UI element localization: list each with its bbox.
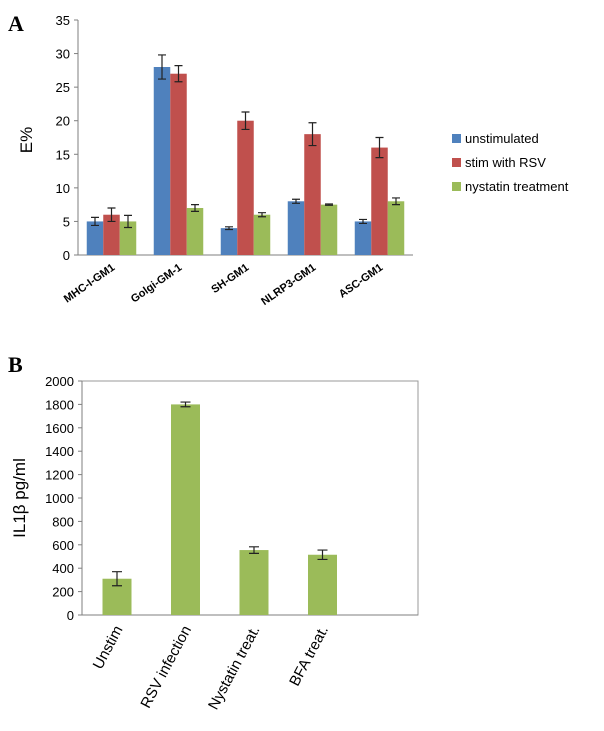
panel-a-y-tick-label: 0 — [63, 248, 70, 263]
error-bar — [225, 226, 233, 231]
error-bar — [158, 54, 166, 80]
error-bar — [180, 401, 191, 408]
panel-b-y-axis: 0 200 400 600 800 1000 1200 1400 1600 1800 2000 — [45, 374, 418, 623]
panel-b-error-bars — [112, 401, 328, 587]
panel-b-letter: B — [8, 352, 23, 377]
error-bar — [241, 111, 250, 131]
panel-b-category-labels: Unstim RSV infection Nystatin treat. BFA tr… — [90, 623, 332, 713]
panel-a-category-label: ASC-GM1 — [337, 262, 385, 301]
panel-b-y-axis-title: IL1β pg/ml — [10, 458, 29, 538]
panel-b-y-tick-label: 1400 — [45, 444, 74, 459]
bar-stim-with-RSV-NLRP3-GM1 — [304, 134, 321, 255]
error-bar — [174, 65, 183, 83]
bar-unstimulated-ASC-GM1 — [354, 221, 372, 255]
bar-stim-with-RSV-MHC-I-GM1 — [103, 214, 120, 255]
panel-a-y-tick-label: 25 — [56, 80, 70, 95]
legend-label: nystatin treatment — [465, 179, 569, 194]
panel-b-bars — [102, 404, 337, 615]
panel-a-category-label: SH-GM1 — [209, 262, 251, 296]
panel-b-y-tick-label: 1800 — [45, 397, 74, 412]
legend-swatch — [452, 182, 461, 191]
panel-b-y-tick-label: 800 — [52, 514, 74, 529]
error-bar — [258, 212, 266, 218]
bar-nystatin-treatment-ASC-GM1 — [387, 201, 405, 255]
bar-nystatin-treatment-Golgi-GM-1 — [186, 208, 204, 255]
panel-a-bars — [86, 67, 405, 255]
panel-b-y-tick-label: 2000 — [45, 374, 74, 389]
panel-b-y-tick-label: 1200 — [45, 468, 74, 483]
bar-unstimulated-MHC-I-GM1 — [86, 221, 104, 255]
panel-b-category-label: Nystatin treat. — [205, 623, 263, 713]
panel-a-y-tick-label: 30 — [56, 47, 70, 62]
panel-a-category-label: MHC-I-GM1 — [62, 262, 117, 306]
error-bar — [317, 549, 328, 561]
legend-swatch — [452, 134, 461, 143]
error-bar — [191, 204, 199, 212]
panel-a-legend: unstimulated stim with RSV nystatin treatm… — [452, 131, 569, 194]
panel-b-chart: B 0200400600800100012001400160018002000 … — [8, 352, 419, 713]
legend-swatch — [452, 158, 461, 167]
bar-stim-with-RSV-SH-GM1 — [237, 120, 254, 255]
error-bar — [91, 216, 99, 227]
panel-a-y-tick-label: 20 — [56, 114, 70, 129]
panel-a-y-tick-label: 5 — [63, 214, 70, 229]
error-bar — [359, 218, 367, 225]
legend-label: stim with RSV — [465, 155, 546, 170]
error-bar — [107, 207, 116, 223]
bar-unstimulated-NLRP3-GM1 — [287, 201, 305, 255]
legend-label: unstimulated — [465, 131, 539, 146]
panel-b-category-label: BFA treat. — [286, 623, 332, 689]
bar-nystatin-treatment-MHC-I-GM1 — [119, 221, 137, 255]
error-bar — [112, 571, 122, 587]
error-bar — [308, 122, 317, 147]
panel-a-category-labels: MHC-I-GM1 Golgi-GM-1 SH-GM1 NLRP3-GM1 ASC-GM… — [62, 262, 385, 308]
panel-b-y-tick-label: 600 — [52, 538, 74, 553]
error-bar — [292, 198, 300, 204]
bar-BFA-treat- — [308, 554, 337, 615]
bar-nystatin-treatment-SH-GM1 — [253, 214, 271, 255]
panel-b-category-label: Unstim — [90, 623, 127, 672]
panel-b-category-label: RSV infection — [137, 623, 195, 711]
panel-b-y-tick-label: 400 — [52, 561, 74, 576]
panel-a-error-bars — [91, 54, 400, 231]
panel-b-y-tick-label: 0 — [67, 608, 74, 623]
panel-a-letter: A — [8, 11, 24, 36]
panel-a-y-tick-label: 35 — [56, 13, 70, 28]
bar-stim-with-RSV-Golgi-GM-1 — [170, 73, 187, 255]
bar-unstimulated-SH-GM1 — [220, 228, 238, 255]
error-bar — [249, 546, 259, 554]
panel-b-y-tick-label: 1000 — [45, 491, 74, 506]
panel-a-y-tick-label: 15 — [56, 147, 70, 162]
bar-nystatin-treatment-NLRP3-GM1 — [320, 204, 338, 255]
bar-unstimulated-Golgi-GM-1 — [153, 67, 171, 255]
panel-a-y-axis-title: E% — [17, 127, 36, 153]
panel-a-category-label: NLRP3-GM1 — [259, 262, 318, 308]
bar-RSV-infection — [171, 404, 200, 615]
panel-b-y-tick-label: 200 — [52, 585, 74, 600]
error-bar — [124, 214, 132, 229]
bar-stim-with-RSV-ASC-GM1 — [371, 147, 388, 255]
panel-a-category-label: Golgi-GM-1 — [129, 262, 184, 306]
panel-a-y-tick-label: 10 — [56, 181, 70, 196]
error-bar — [375, 136, 384, 159]
error-bar — [325, 203, 333, 206]
panel-a-chart: A 0 5 10 15 20 25 30 35 E% MHC-I-GM1 Golgi-GM-1 S… — [8, 11, 569, 308]
error-bar — [392, 197, 400, 206]
bar-Nystatin-treat- — [239, 550, 269, 615]
panel-b-y-tick-label: 1600 — [45, 421, 74, 436]
